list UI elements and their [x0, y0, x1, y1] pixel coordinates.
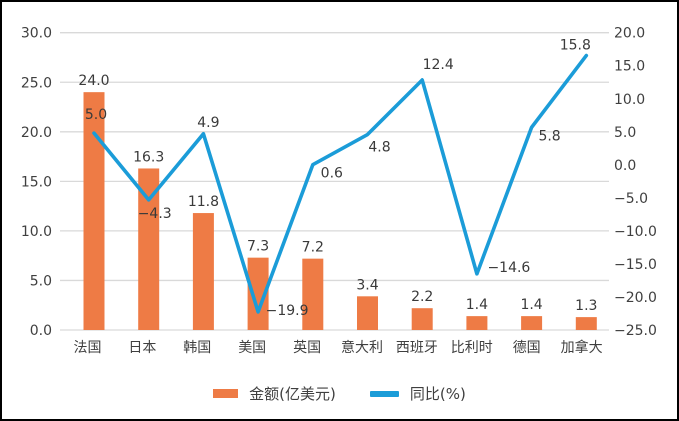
bar-value-label: 24.0	[78, 73, 109, 89]
bar-value-label: 7.2	[302, 240, 324, 256]
line-value-label: 5.0	[85, 107, 107, 123]
category-labels-group: 法国 日本 韩国 美国 英国 意大利 西班牙 比利时 德国 加拿大	[74, 339, 603, 356]
line-value-label: 12.4	[423, 57, 454, 73]
right-axis-tick: 10.0	[614, 92, 645, 108]
bar-美国	[247, 257, 269, 330]
legend-bar-swatch-icon	[213, 389, 239, 398]
yoy-line	[92, 53, 589, 314]
line-value-label: 0.6	[321, 166, 343, 182]
line-value-label: −14.6	[487, 260, 530, 276]
right-axis-tick: −5.0	[614, 191, 648, 207]
bar-德国	[521, 316, 543, 330]
chart-legend: 金额(亿美元) 同比(%)	[2, 383, 677, 404]
bar-value-label: 16.3	[133, 149, 164, 165]
left-axis-tick: 30.0	[21, 26, 52, 42]
bar-value-label: 1.3	[575, 298, 597, 314]
bar-法国	[83, 92, 105, 330]
right-axis-tick: −15.0	[614, 257, 657, 273]
legend-line-swatch-icon	[369, 390, 399, 397]
category-label-英国: 英国	[293, 339, 321, 356]
line-value-label: 4.8	[368, 140, 390, 156]
category-label-比利时: 比利时	[451, 340, 493, 356]
bar-value-label: 1.4	[466, 297, 488, 313]
axis-ticks-group: 30.0 25.0 20.0 15.0 10.0 5.0 0.0 20.0 15.0 10.0 5.…	[21, 26, 657, 339]
legend-item-yoy: 同比(%)	[369, 383, 466, 404]
bar-value-label: 3.4	[356, 277, 378, 293]
legend-item-amount: 金额(亿美元)	[213, 383, 336, 404]
right-axis-tick: 5.0	[614, 125, 636, 141]
line-value-label: 15.8	[560, 38, 591, 54]
left-axis-tick: 20.0	[21, 125, 52, 141]
category-label-意大利: 意大利	[341, 339, 383, 356]
legend-yoy-label: 同比(%)	[409, 385, 466, 403]
bar-value-label: 7.3	[247, 239, 269, 255]
line-labels-group: 5.0 −4.3 4.9 −19.9 0.6 4.8 12.4 −14.6 5.8 15.8	[85, 38, 591, 319]
bar-意大利	[357, 296, 378, 330]
right-axis-tick: −10.0	[614, 224, 657, 240]
category-label-西班牙: 西班牙	[396, 340, 438, 356]
bar-value-label: 1.4	[520, 297, 542, 313]
left-axis-tick: 10.0	[21, 224, 52, 240]
category-label-美国: 美国	[238, 340, 266, 356]
category-label-日本: 日本	[128, 340, 156, 356]
legend-amount-label: 金额(亿美元)	[249, 385, 336, 403]
bar-labels-group: 24.0 16.3 11.8 7.3 7.2 3.4 2.2 1.4 1.4 1.3	[78, 73, 597, 314]
right-axis-tick: −25.0	[614, 323, 657, 339]
bars-group	[83, 92, 597, 330]
line-value-label: −19.9	[266, 303, 309, 319]
bar-value-label: 2.2	[411, 289, 433, 305]
right-axis-tick: −20.0	[614, 290, 657, 306]
left-axis-tick: 5.0	[30, 273, 52, 289]
line-value-label: 4.9	[197, 115, 219, 131]
right-axis-tick: 20.0	[614, 26, 645, 42]
bar-日本	[138, 168, 160, 330]
bar-西班牙	[411, 308, 433, 330]
category-label-德国: 德国	[513, 340, 541, 356]
bar-加拿大	[575, 317, 597, 330]
bar-比利时	[466, 316, 488, 330]
category-label-韩国: 韩国	[183, 340, 211, 356]
line-value-label: 5.8	[538, 128, 560, 144]
left-axis-tick: 15.0	[21, 174, 52, 190]
right-axis-tick: 15.0	[614, 59, 645, 75]
category-label-加拿大: 加拿大	[561, 339, 603, 356]
line-value-label: −4.3	[138, 206, 172, 222]
bar-韩国	[192, 213, 214, 330]
left-axis-tick: 25.0	[21, 75, 52, 91]
left-axis-tick: 0.0	[30, 323, 52, 339]
right-axis-tick: 0.0	[614, 158, 636, 174]
bar-value-label: 11.8	[188, 194, 219, 210]
bar-英国	[302, 258, 324, 330]
category-label-法国: 法国	[74, 340, 102, 356]
